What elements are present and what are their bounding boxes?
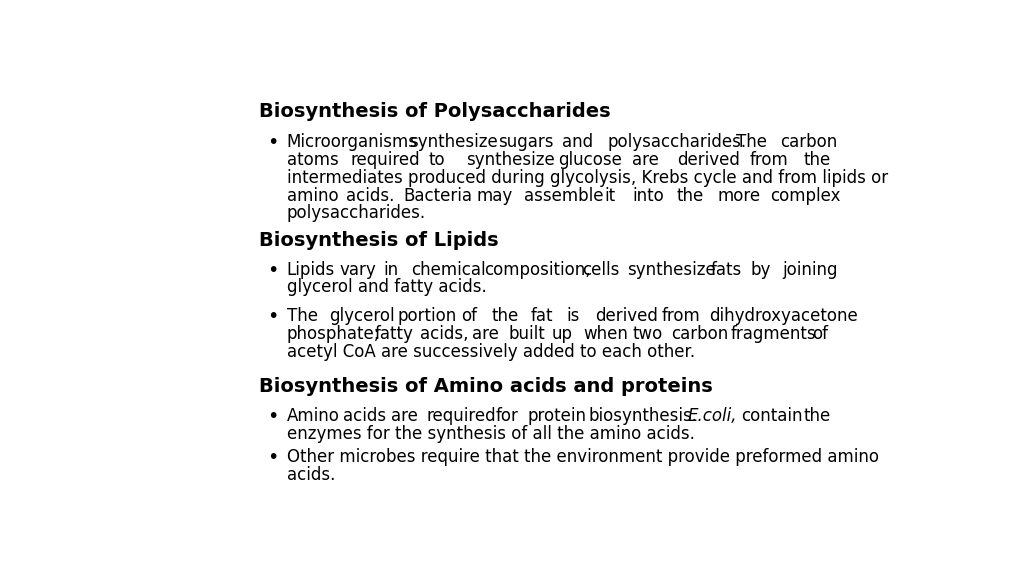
Text: built: built: [508, 325, 545, 343]
Text: acids: acids: [343, 407, 386, 425]
Text: when: when: [583, 325, 628, 343]
Text: fragments: fragments: [731, 325, 816, 343]
Text: portion: portion: [397, 307, 457, 325]
Text: Biosynthesis of Amino acids and proteins: Biosynthesis of Amino acids and proteins: [259, 377, 713, 396]
Text: •: •: [266, 261, 279, 280]
Text: is: is: [566, 307, 580, 325]
Text: •: •: [266, 134, 279, 153]
Text: acids.: acids.: [346, 187, 394, 204]
Text: in: in: [384, 261, 398, 279]
Text: The: The: [287, 307, 317, 325]
Text: are: are: [391, 407, 418, 425]
Text: •: •: [266, 448, 279, 467]
Text: dihydroxyacetone: dihydroxyacetone: [710, 307, 858, 325]
Text: protein: protein: [528, 407, 587, 425]
Text: polysaccharides.: polysaccharides.: [287, 204, 426, 222]
Text: up: up: [552, 325, 572, 343]
Text: Lipids: Lipids: [287, 261, 335, 279]
Text: by: by: [751, 261, 771, 279]
Text: synthesize: synthesize: [409, 134, 498, 151]
Text: from: from: [750, 151, 788, 169]
Text: and: and: [562, 134, 593, 151]
Text: •: •: [266, 307, 279, 326]
Text: of: of: [812, 325, 828, 343]
Text: atoms: atoms: [287, 151, 339, 169]
Text: Biosynthesis of Polysaccharides: Biosynthesis of Polysaccharides: [259, 103, 610, 122]
Text: amino: amino: [287, 187, 338, 204]
Text: acetyl CoA are successively added to each other.: acetyl CoA are successively added to eac…: [287, 343, 695, 361]
Text: two: two: [633, 325, 664, 343]
Text: •: •: [266, 407, 279, 426]
Text: chemical: chemical: [411, 261, 485, 279]
Text: fat: fat: [531, 307, 554, 325]
Text: may: may: [476, 187, 512, 204]
Text: carbon: carbon: [780, 134, 838, 151]
Text: synthesize: synthesize: [627, 261, 716, 279]
Text: are: are: [472, 325, 499, 343]
Text: are: are: [632, 151, 658, 169]
Text: the: the: [677, 187, 703, 204]
Text: joining: joining: [781, 261, 838, 279]
Text: Amino: Amino: [287, 407, 340, 425]
Text: the: the: [492, 307, 519, 325]
Text: glycerol: glycerol: [329, 307, 394, 325]
Text: the: the: [804, 407, 830, 425]
Text: acids,: acids,: [420, 325, 468, 343]
Text: derived: derived: [595, 307, 657, 325]
Text: Other microbes require that the environment provide preformed amino: Other microbes require that the environm…: [287, 448, 879, 467]
Text: sugars: sugars: [499, 134, 554, 151]
Text: fatty: fatty: [375, 325, 413, 343]
Text: intermediates produced during glycolysis, Krebs cycle and from lipids or: intermediates produced during glycolysis…: [287, 169, 888, 187]
Text: Bacteria: Bacteria: [403, 187, 472, 204]
Text: assemble: assemble: [523, 187, 603, 204]
Text: for: for: [496, 407, 518, 425]
Text: vary: vary: [340, 261, 377, 279]
Text: The: The: [735, 134, 767, 151]
Text: of: of: [462, 307, 477, 325]
Text: glycerol and fatty acids.: glycerol and fatty acids.: [287, 278, 486, 297]
Text: glucose: glucose: [558, 151, 623, 169]
Text: E.coli,: E.coli,: [688, 407, 737, 425]
Text: Biosynthesis of Lipids: Biosynthesis of Lipids: [259, 231, 499, 250]
Text: it: it: [604, 187, 615, 204]
Text: enzymes for the synthesis of all the amino acids.: enzymes for the synthesis of all the ami…: [287, 425, 694, 443]
Text: synthesize: synthesize: [466, 151, 554, 169]
Text: the: the: [804, 151, 830, 169]
Text: into: into: [633, 187, 665, 204]
Text: carbon: carbon: [672, 325, 729, 343]
Text: fats: fats: [711, 261, 742, 279]
Text: phosphate;: phosphate;: [287, 325, 380, 343]
Text: from: from: [662, 307, 700, 325]
Text: composition,: composition,: [484, 261, 591, 279]
Text: more: more: [717, 187, 761, 204]
Text: cells: cells: [582, 261, 620, 279]
Text: polysaccharides.: polysaccharides.: [607, 134, 746, 151]
Text: Microorganisms: Microorganisms: [287, 134, 418, 151]
Text: to: to: [429, 151, 445, 169]
Text: complex: complex: [770, 187, 841, 204]
Text: required: required: [351, 151, 421, 169]
Text: acids.: acids.: [287, 466, 335, 484]
Text: required: required: [427, 407, 497, 425]
Text: biosynthesis.: biosynthesis.: [589, 407, 697, 425]
Text: contain: contain: [741, 407, 803, 425]
Text: derived: derived: [677, 151, 739, 169]
